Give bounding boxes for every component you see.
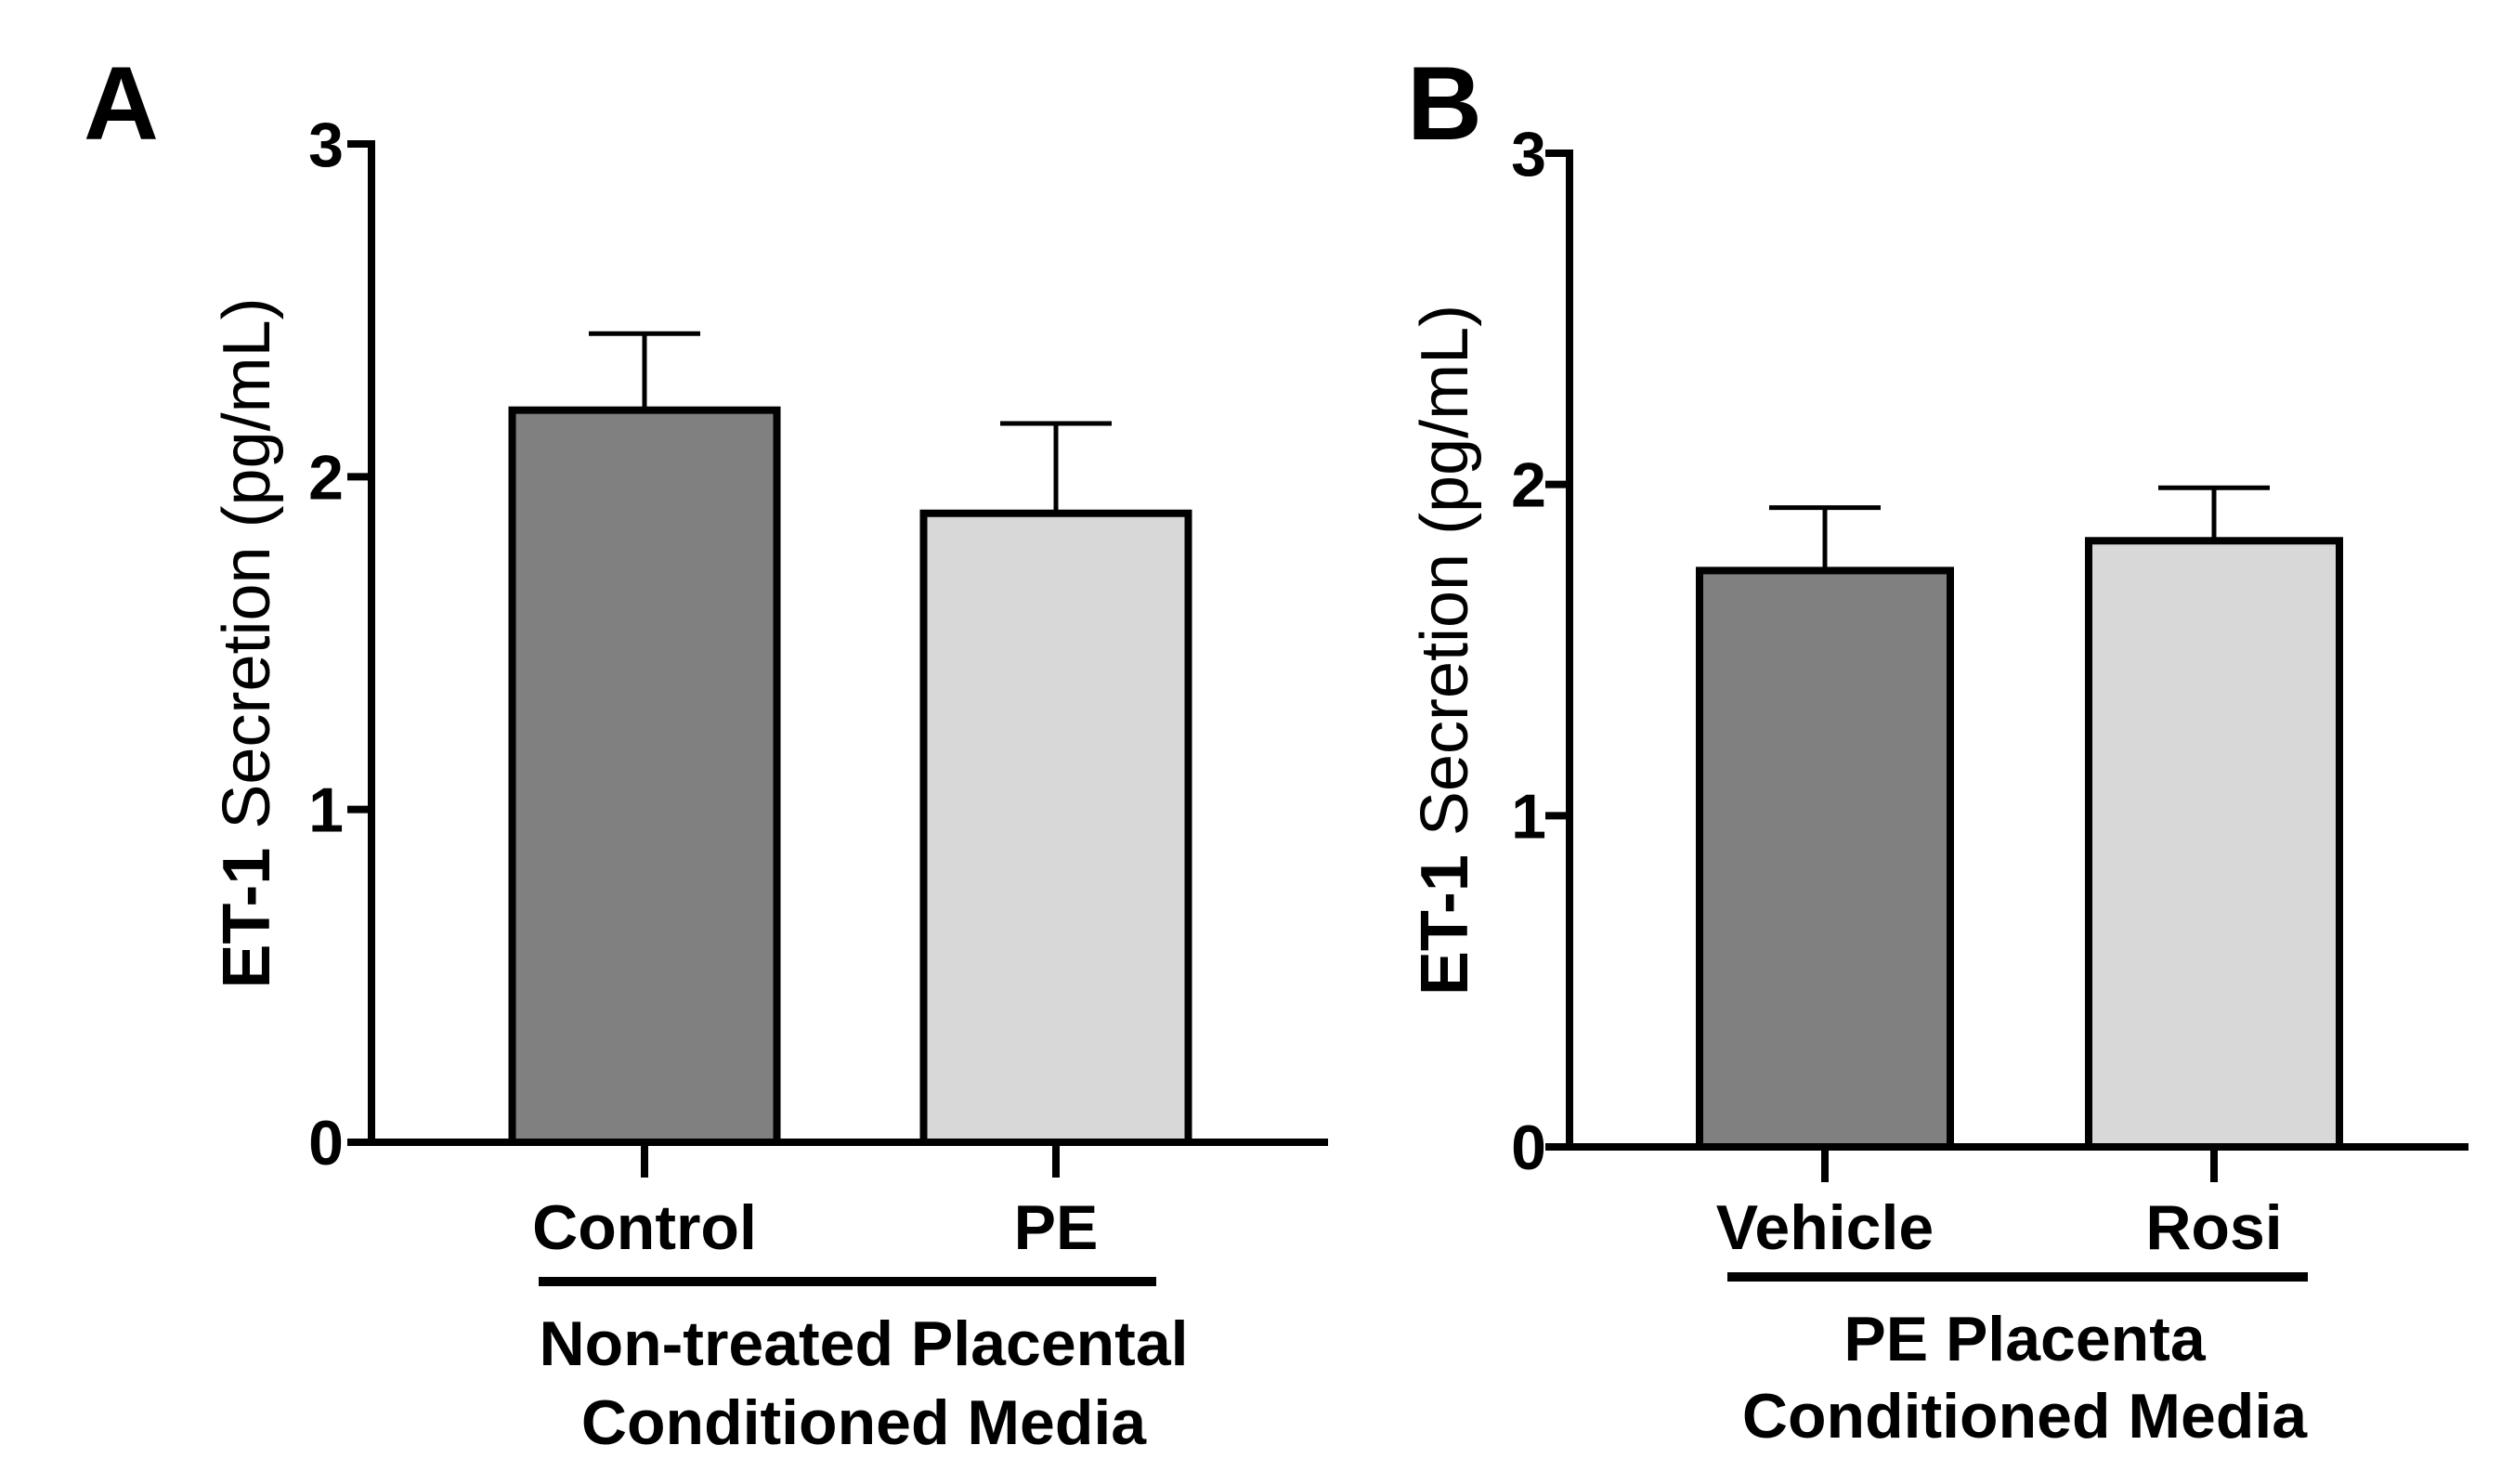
panel-b-y-tick-label-3: 3	[1511, 119, 1546, 189]
panel-b-y-tick-label-2: 2	[1511, 450, 1546, 521]
panel-b-category-label-rosi: Rosi	[2145, 1192, 2282, 1263]
panel-a-letter: A	[84, 46, 159, 162]
panel-b-letter: B	[1407, 46, 1482, 162]
panel-a-y-axis-title-rest: Secretion (pg/mL)	[210, 297, 284, 847]
panel-a-group-label-line-2: Conditioned Media	[581, 1387, 1147, 1458]
panel-a-group-label-line-1: Non-treated Placental	[539, 1308, 1188, 1379]
panel-b-y-axis-title-bold-part: ET-1	[1408, 854, 1482, 996]
panel-a-y-tick-label-1: 1	[308, 775, 344, 846]
panel-b-y-axis-title: ET-1 Secretion (pg/mL)	[1408, 305, 1482, 996]
panel-a-chart: A 0 1 2 3 Control PE ET-1 Secretion (pg/mL) Non-…	[84, 46, 1328, 1458]
panel-b-y-tick-label-1: 1	[1511, 781, 1546, 852]
panel-b-group-label-line-1: PE Placenta	[1843, 1304, 2206, 1374]
panel-b-chart: B 0 1 2 3 Vehicle Rosi ET-1 Secretion (pg/mL) PE…	[1407, 46, 2468, 1451]
panel-a-bar-control	[508, 406, 781, 1146]
panel-a-category-label-pe: PE	[1014, 1192, 1099, 1263]
panel-b-category-label-vehicle: Vehicle	[1716, 1192, 1934, 1263]
panel-a-y-tick-label-2: 2	[308, 442, 344, 513]
panel-b-y-tick-label-0: 0	[1511, 1113, 1546, 1183]
panel-a-y-axis-title-bold-part: ET-1	[210, 848, 284, 989]
panel-a-bar-pe	[919, 509, 1192, 1146]
panel-a-y-tick-label-0: 0	[308, 1108, 344, 1178]
panel-b-bar-vehicle	[1696, 566, 1954, 1151]
panel-a-y-axis-title: ET-1 Secretion (pg/mL)	[210, 297, 284, 988]
panel-a-y-tick-label-3: 3	[308, 110, 344, 180]
panel-b-bar-rosi	[2085, 537, 2343, 1151]
panel-b-group-label-line-2: Conditioned Media	[1742, 1381, 2308, 1451]
panel-b-y-axis-title-rest: Secretion (pg/mL)	[1408, 305, 1482, 854]
panel-a-category-label-control: Control	[532, 1192, 757, 1263]
